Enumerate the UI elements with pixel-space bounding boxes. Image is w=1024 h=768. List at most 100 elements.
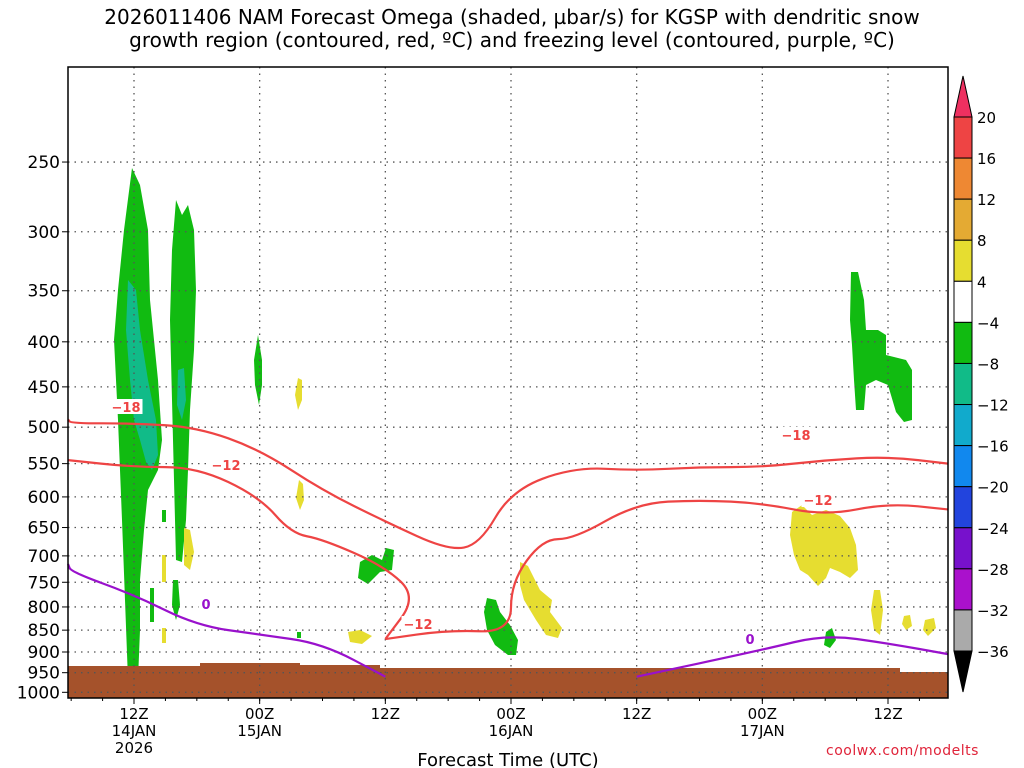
x-tick-label: 12Z — [371, 705, 400, 723]
colorbar-tick-label: 12 — [977, 191, 996, 209]
omega-region-yellow — [162, 628, 166, 643]
colorbar-band — [953, 527, 973, 570]
colorbar-tick-label: 20 — [977, 109, 996, 127]
chart-title-line-1: 2026011406 NAM Forecast Omega (shaded, µ… — [104, 5, 920, 29]
y-tick-label: 700 — [28, 547, 60, 567]
colorbar-band — [953, 486, 973, 529]
contour-label-background — [401, 616, 435, 631]
y-tick-label: 450 — [28, 378, 60, 398]
colorbar-tick-label: −24 — [977, 520, 1009, 538]
contour-label-background — [109, 399, 143, 414]
omega-region-green — [162, 510, 166, 522]
x-tick-label: 2026 — [115, 739, 153, 757]
y-tick-label: 550 — [28, 455, 60, 475]
gridlines — [68, 67, 948, 698]
x-tick-label: 12Z — [119, 705, 148, 723]
dendritic-contour-18 — [67, 418, 949, 550]
chart-title-line-2: growth region (contoured, red, ºC) and f… — [129, 28, 895, 52]
omega-region-yellow — [520, 562, 562, 638]
omega-region-yellow — [184, 528, 194, 570]
contour-label-layer: −18 −12 −12 −18 −12 0 0 — [109, 399, 835, 648]
omega-region-green — [297, 632, 301, 638]
freezing-level-contour — [66, 563, 386, 678]
colorbar-tick-label: −4 — [977, 314, 999, 332]
contour-label: −12 — [804, 494, 833, 509]
colorbar-band — [953, 280, 973, 323]
y-tick-label: 800 — [28, 598, 60, 618]
omega-region-yellow — [295, 378, 302, 410]
y-tick-label: 250 — [28, 153, 60, 173]
omega-region-green — [358, 548, 394, 584]
omega-shading-layer — [114, 168, 936, 680]
x-tick-label: 00Z — [245, 705, 274, 723]
colorbar-upper-arrow — [953, 75, 973, 118]
contour-label-background — [801, 492, 835, 507]
source-credit: coolwx.com/modelts — [826, 743, 979, 759]
contour-label: −18 — [782, 429, 811, 444]
omega-region-yellow — [162, 555, 166, 582]
y-axis: 2503003504004505005506006507007508008509… — [17, 153, 68, 703]
colorbar-tick-label: 4 — [977, 273, 987, 291]
omega-region-yellow — [348, 630, 372, 644]
contour-label: 0 — [745, 633, 754, 648]
contour-label: 0 — [201, 598, 210, 613]
y-tick-label: 850 — [28, 621, 60, 641]
colorbar-band — [953, 321, 973, 364]
omega-region-yellow — [902, 615, 912, 630]
dendritic-contour-12 — [385, 499, 949, 641]
chart-title: 2026011406 NAM Forecast Omega (shaded, µ… — [0, 6, 1024, 52]
colorbar-tick-label: −36 — [977, 643, 1009, 661]
colorbar-band — [953, 568, 973, 611]
colorbar-band — [953, 609, 973, 652]
colorbar-tick-label: 16 — [977, 150, 996, 168]
omega-region-yellow — [923, 618, 936, 636]
y-tick-label: 950 — [28, 664, 60, 684]
terrain-ground-fill — [68, 663, 948, 698]
colorbar-band — [953, 198, 973, 241]
colorbar-tick-label: −16 — [977, 438, 1009, 456]
contour-label-background — [209, 457, 243, 472]
contour-label-background — [779, 427, 813, 442]
omega-region-yellow — [296, 480, 304, 510]
contour-label: −12 — [212, 459, 241, 474]
colorbar-band — [953, 362, 973, 406]
colorbar-tick-label: −32 — [977, 602, 1009, 620]
y-tick-label: 500 — [28, 418, 60, 438]
contour-label-background — [742, 631, 758, 646]
x-tick-label: 12Z — [622, 705, 651, 723]
omega-region-green — [172, 580, 180, 620]
omega-region-green — [850, 272, 912, 422]
y-tick-label: 400 — [28, 333, 60, 353]
colorbar-tick-label: −28 — [977, 561, 1009, 579]
y-tick-label: 600 — [28, 488, 60, 508]
x-tick-label: 14JAN — [112, 722, 157, 740]
y-tick-label: 350 — [28, 282, 60, 302]
contour-label-background — [198, 596, 214, 611]
dendritic-contour-12 — [67, 459, 410, 640]
x-tick-label: 00Z — [748, 705, 777, 723]
x-axis-label: Forecast Time (UTC) — [417, 750, 598, 768]
y-tick-label: 900 — [28, 643, 60, 663]
omega-colorbar: 20 16 12 8 4 −4 −8 −12 −16 −20 −24 −28 −32 −36 — [953, 75, 1009, 693]
contour-label: −12 — [404, 618, 433, 633]
y-tick-label: 1000 — [17, 683, 60, 703]
freezing-level-contour — [636, 636, 949, 678]
x-tick-label: 16JAN — [489, 722, 534, 740]
omega-region-yellow — [790, 505, 858, 586]
colorbar-tick-label: −8 — [977, 355, 999, 373]
x-tick-label: 17JAN — [740, 722, 785, 740]
omega-region-green — [254, 335, 262, 405]
colorbar-band — [953, 239, 973, 282]
x-tick-label: 12Z — [873, 705, 902, 723]
x-tick-label: 15JAN — [237, 722, 282, 740]
contour-layer — [66, 418, 949, 678]
colorbar-lower-arrow — [953, 650, 973, 693]
omega-region-yellow — [871, 590, 883, 635]
colorbar-tick-label: −12 — [977, 397, 1009, 415]
contour-label: −18 — [112, 401, 141, 416]
plot-frame — [67, 66, 949, 699]
colorbar-band — [953, 157, 973, 200]
colorbar-band — [953, 404, 973, 447]
y-tick-label: 650 — [28, 519, 60, 539]
